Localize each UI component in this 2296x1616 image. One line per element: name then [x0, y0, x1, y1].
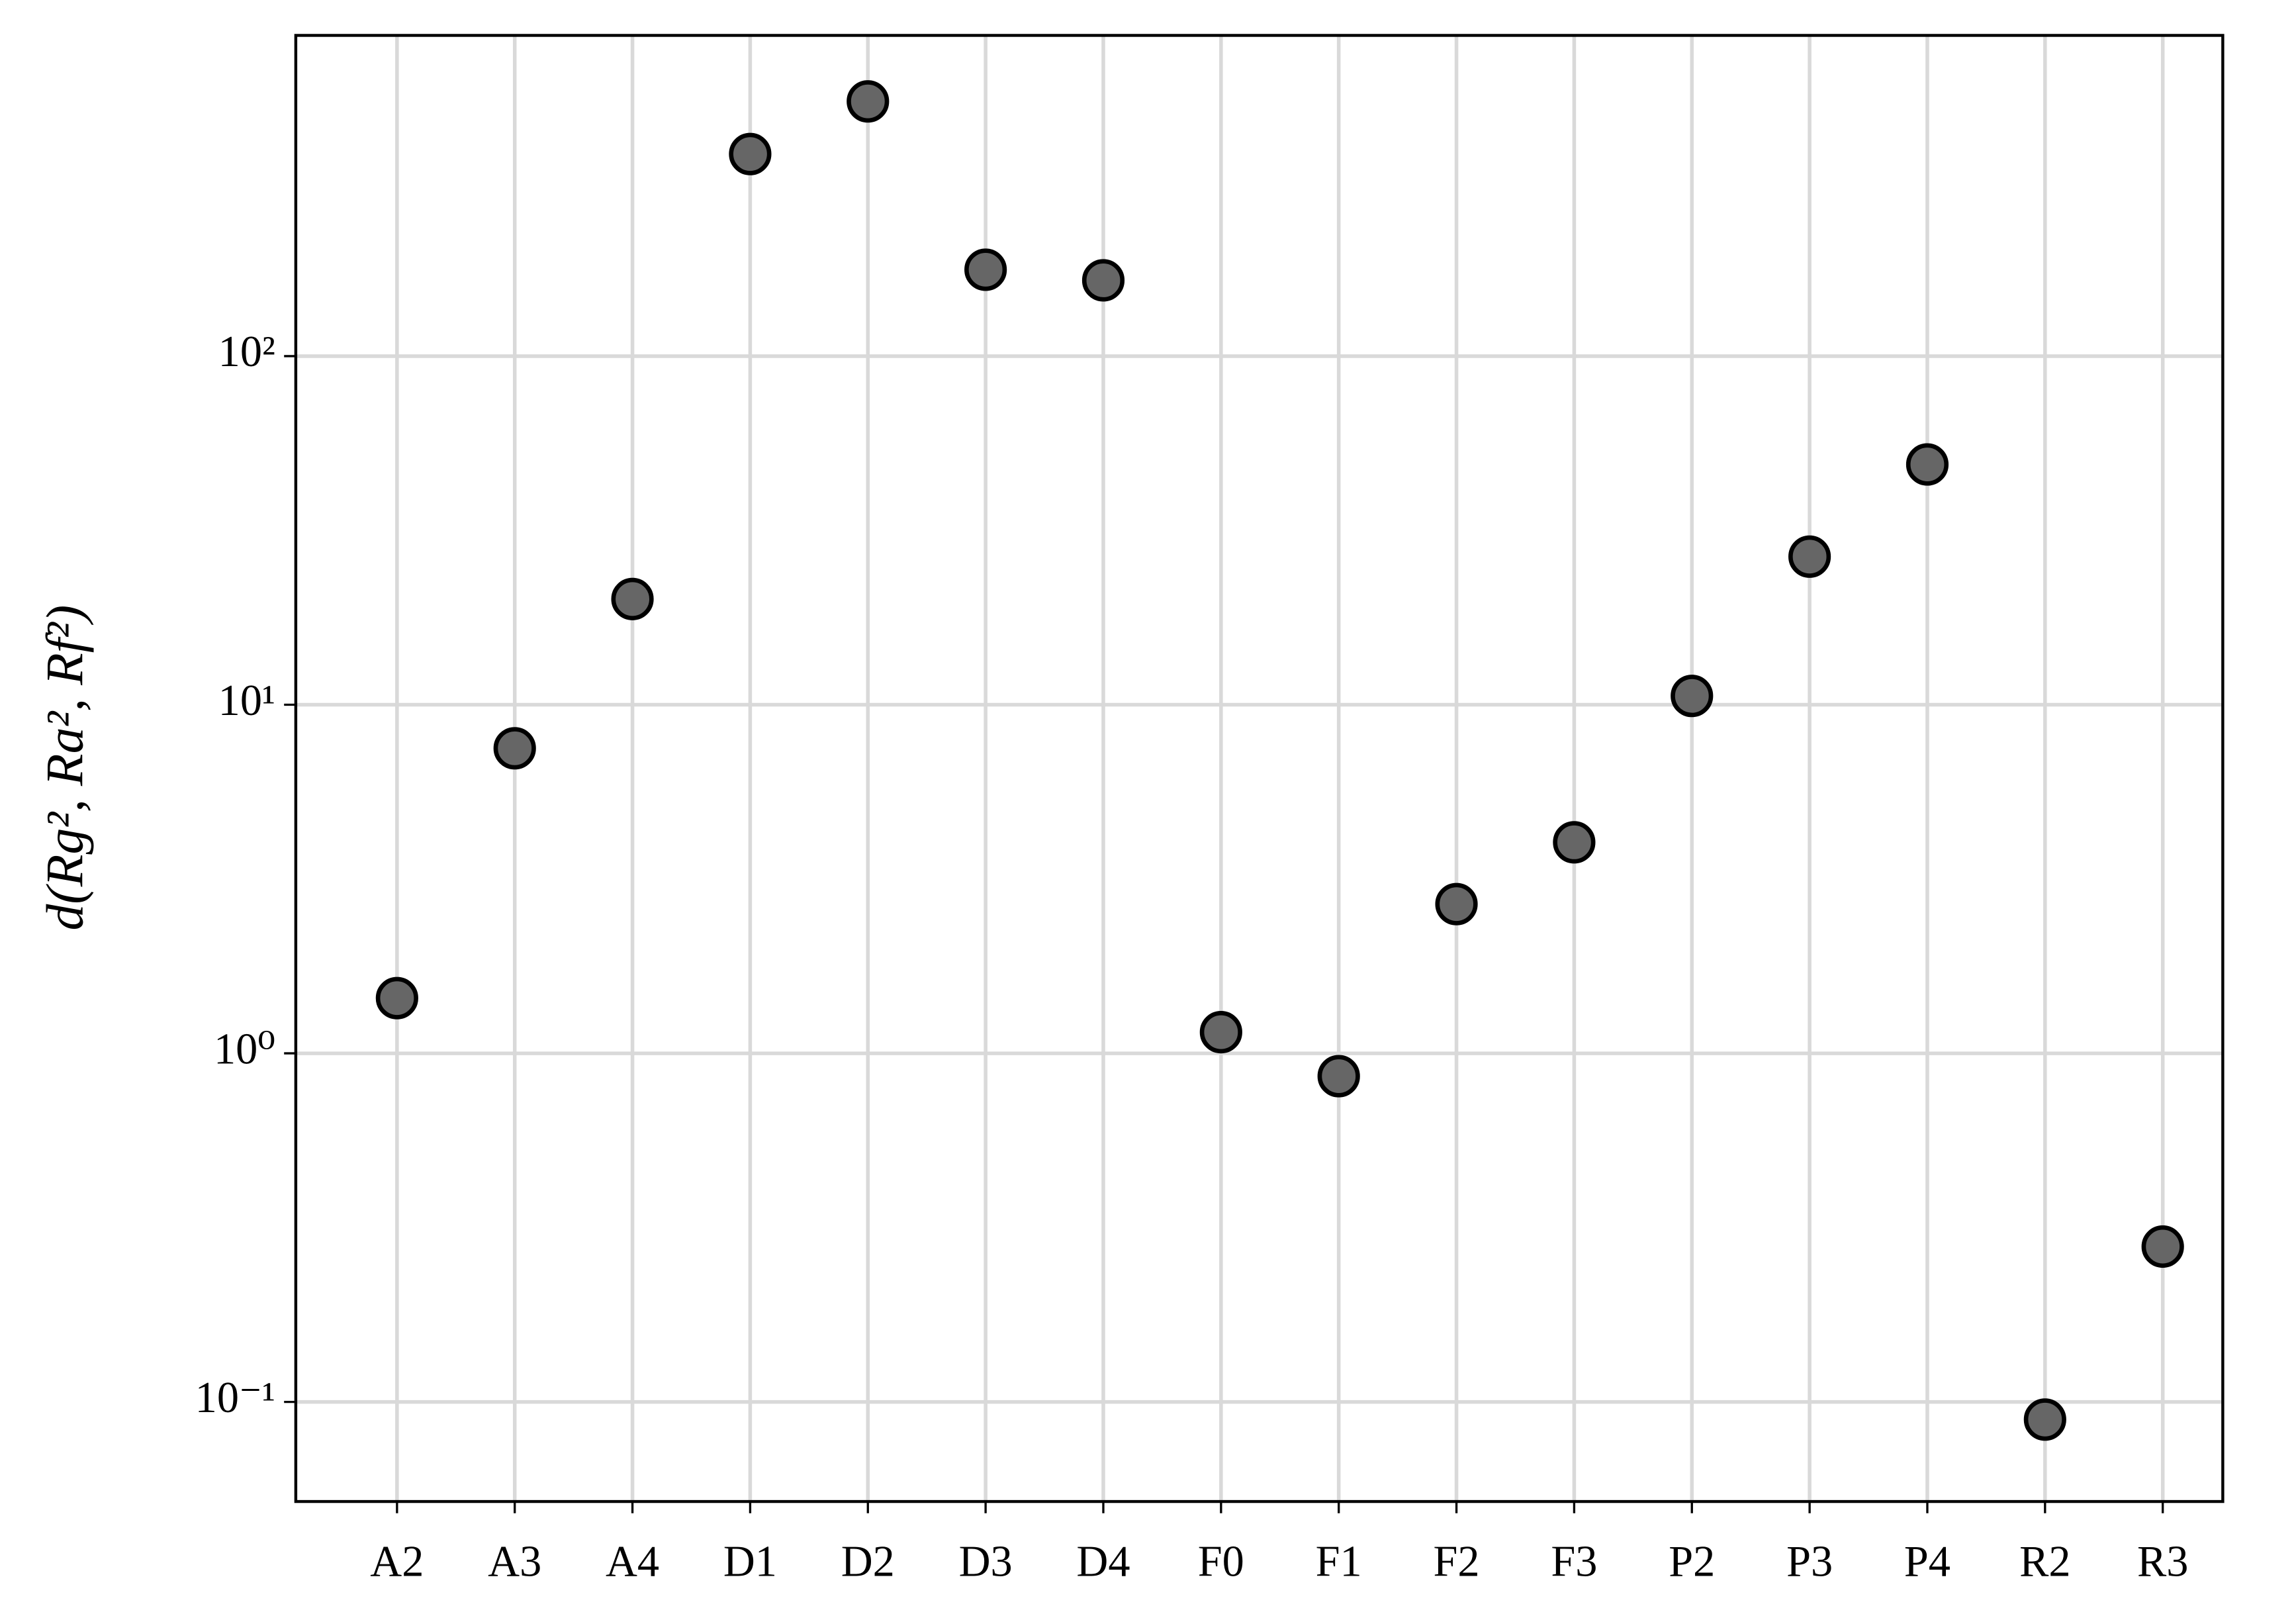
y-tick-label: 10⁰: [214, 1025, 275, 1073]
point: [611, 577, 654, 620]
y-tick-label: 10⁻¹: [195, 1374, 275, 1422]
point: [964, 248, 1007, 291]
x-tick-label: P3: [1786, 1538, 1833, 1586]
point: [375, 976, 418, 1020]
point: [2023, 1398, 2066, 1441]
point: [2141, 1225, 2184, 1268]
x-tick-label: F2: [1434, 1538, 1480, 1586]
x-tick-label: F0: [1198, 1538, 1244, 1586]
x-tick-label: A4: [606, 1538, 659, 1586]
x-tick-label: D1: [723, 1538, 777, 1586]
x-tick-label: P4: [1904, 1538, 1951, 1586]
plot-frame: [294, 34, 2225, 1503]
x-tick-label: R2: [2019, 1538, 2070, 1586]
point: [1435, 882, 1478, 926]
point: [729, 132, 772, 175]
point: [847, 80, 890, 123]
x-tick-label: A3: [488, 1538, 541, 1586]
x-tick-label: A2: [370, 1538, 424, 1586]
point: [1317, 1055, 1360, 1098]
y-tick-label: 10²: [218, 328, 275, 376]
point: [1788, 535, 1831, 578]
point: [1081, 259, 1125, 302]
x-tick-label: D2: [841, 1538, 895, 1586]
point: [1199, 1011, 1242, 1054]
x-tick-label: F1: [1316, 1538, 1362, 1586]
point: [1553, 821, 1596, 864]
point: [1906, 443, 1949, 486]
y-tick-label: 10¹: [218, 677, 275, 725]
y-axis-label: d(Rg², Ra², Rf²): [36, 605, 94, 931]
x-tick-label: P2: [1669, 1538, 1715, 1586]
point: [493, 727, 536, 770]
x-tick-label: D3: [959, 1538, 1013, 1586]
x-tick-label: D4: [1076, 1538, 1130, 1586]
x-tick-label: F3: [1551, 1538, 1597, 1586]
x-tick-label: R3: [2137, 1538, 2188, 1586]
point: [1671, 675, 1714, 718]
